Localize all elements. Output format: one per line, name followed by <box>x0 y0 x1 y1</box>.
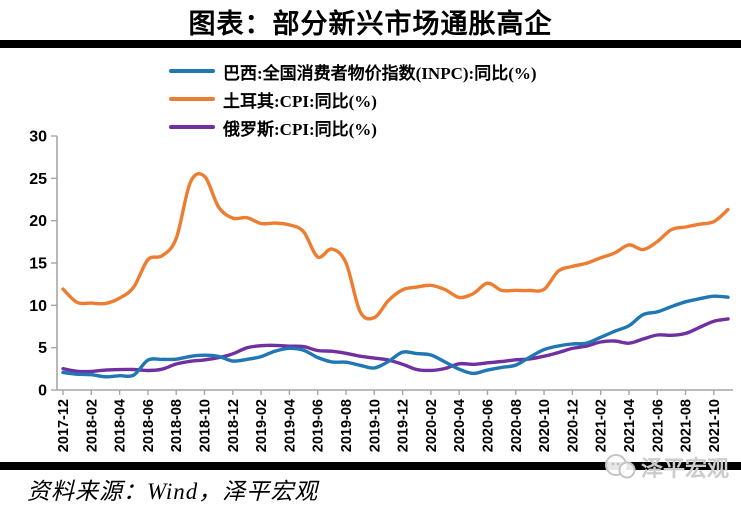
legend-line-swatch-turkey <box>169 97 215 101</box>
x-tick-label: 2020-10 <box>537 399 553 452</box>
x-tick-label: 2020-06 <box>480 399 496 452</box>
x-tick-label: 2018-06 <box>141 399 157 452</box>
watermark-logo: 泽平宏观 <box>603 451 729 483</box>
legend-item-russia-cpi: 俄罗斯:CPI:同比(%) <box>169 113 537 141</box>
x-tick-label: 2020-12 <box>565 399 581 452</box>
x-tick-label: 2018-02 <box>84 399 100 452</box>
x-tick-label: 2018-10 <box>197 399 213 452</box>
x-tick-label: 2021-02 <box>594 399 610 452</box>
x-tick-label: 2019-08 <box>339 399 355 452</box>
legend-label-brazil: 巴西:全国消费者物价指数(INPC):同比(%) <box>223 63 537 83</box>
legend-label-turkey: 土耳其:CPI:同比(%) <box>223 91 377 111</box>
x-tick-label: 2019-10 <box>367 399 383 452</box>
legend: 巴西:全国消费者物价指数(INPC):同比(%) 土耳其:CPI:同比(%) 俄… <box>169 57 537 141</box>
y-tick-label: 20 <box>29 213 47 230</box>
line-brazil-inpc <box>61 294 730 379</box>
x-tick-label: 2021-08 <box>679 399 695 452</box>
x-tick-label: 2018-08 <box>169 399 185 452</box>
line-turkey-cpi <box>61 171 730 321</box>
y-tick-label: 0 <box>38 383 47 400</box>
bottom-divider-bar <box>0 462 741 470</box>
x-tick-label: 2019-06 <box>311 399 327 452</box>
line-chart: 0 5 10 15 20 25 30 2017-12 2018-02 2018-04 2018-06… <box>29 129 733 452</box>
x-tick-label: 2020-04 <box>452 399 468 452</box>
x-tick-label: 2021-06 <box>650 399 666 452</box>
legend-label-russia: 俄罗斯:CPI:同比(%) <box>223 119 377 139</box>
x-tick-label: 2019-02 <box>254 399 270 452</box>
legend-item-brazil-inpc: 巴西:全国消费者物价指数(INPC):同比(%) <box>169 57 537 85</box>
watermark-text: 泽平宏观 <box>640 456 729 481</box>
legend-line-swatch-brazil <box>169 69 215 73</box>
y-tick-label: 30 <box>29 129 47 146</box>
y-tick-label: 10 <box>29 298 47 315</box>
x-tick-label: 2017-12 <box>56 399 72 452</box>
y-tick-label: 5 <box>38 340 47 357</box>
x-tick-label: 2020-02 <box>424 399 440 452</box>
x-tick-label: 2018-12 <box>226 399 242 452</box>
x-tick-label: 2020-08 <box>509 399 525 452</box>
x-tick-label: 2019-12 <box>396 399 412 452</box>
y-tick-label: 15 <box>29 256 47 273</box>
x-tick-label: 2019-04 <box>282 399 298 452</box>
x-tick-label: 2018-04 <box>113 399 129 452</box>
y-tick-label: 25 <box>29 171 47 188</box>
legend-item-turkey-cpi: 土耳其:CPI:同比(%) <box>169 85 537 113</box>
chat-bubbles-icon <box>604 454 636 479</box>
x-tick-label: 2021-10 <box>707 399 723 452</box>
x-tick-label: 2021-04 <box>622 399 638 452</box>
page-title: 图表：部分新兴市场通胀高企 <box>188 9 553 39</box>
top-divider-bar <box>0 40 741 48</box>
source-note: 资料来源：Wind，泽平宏观 <box>27 479 319 504</box>
legend-line-swatch-russia <box>169 125 215 129</box>
line-russia-cpi <box>61 317 730 374</box>
